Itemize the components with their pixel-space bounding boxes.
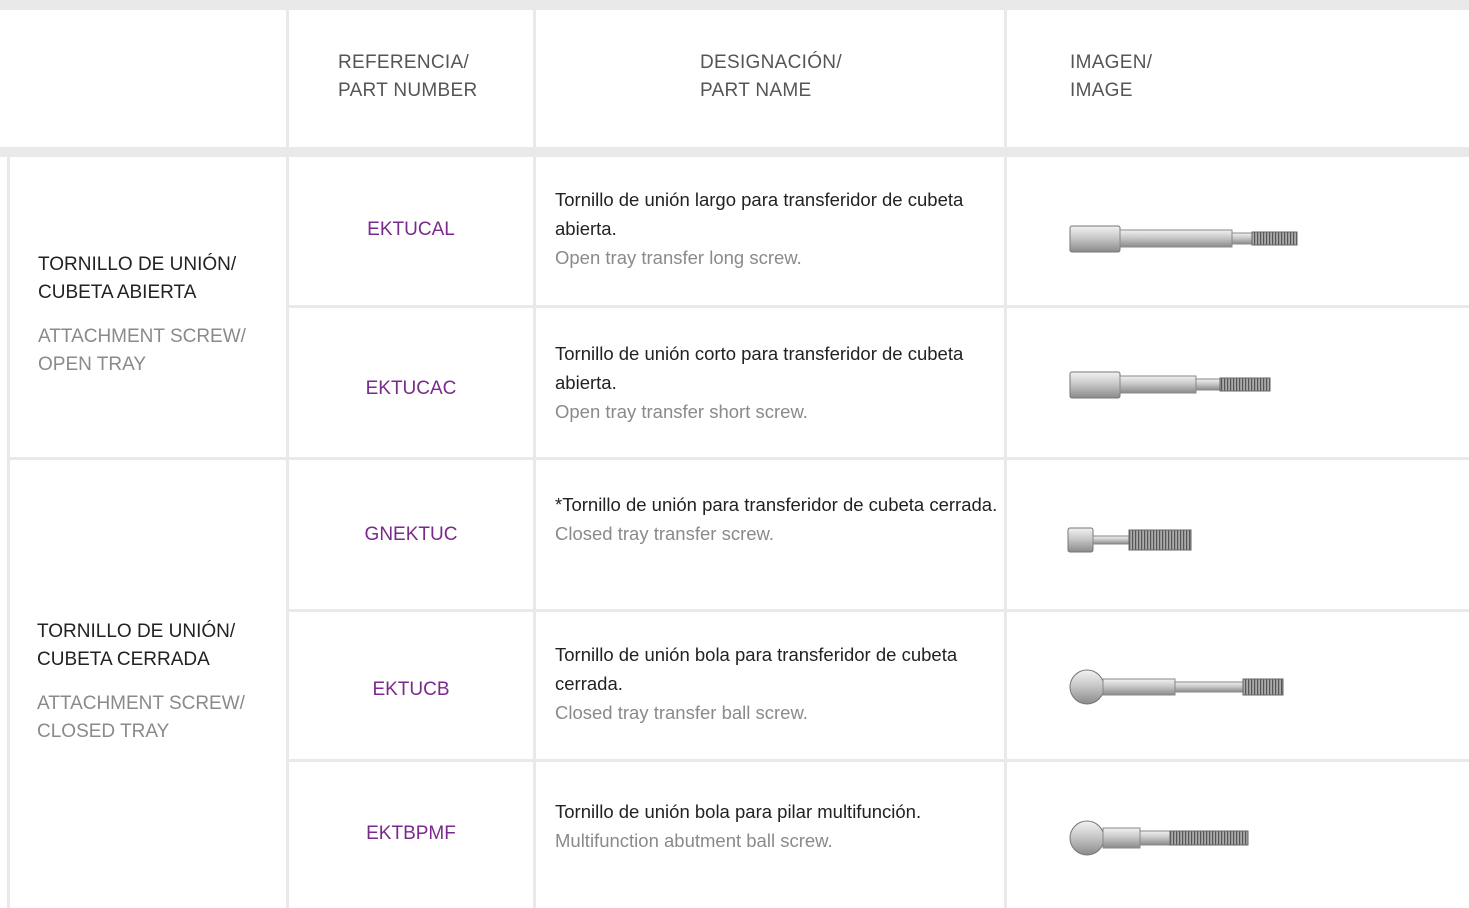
- part-name: Tornillo de unión largo para transferido…: [555, 185, 1000, 272]
- header-text: IMAGE: [1070, 80, 1133, 101]
- name-en: Multifunction abutment ball screw.: [555, 830, 833, 851]
- name-es: Tornillo de unión corto para transferido…: [555, 343, 964, 393]
- header-divider: [0, 147, 1469, 157]
- name-es: Tornillo de unión largo para transferido…: [555, 189, 964, 239]
- header-text: PART NAME: [700, 80, 812, 101]
- name-es: *Tornillo de unión para transferidor de …: [555, 494, 998, 515]
- name-en: Open tray transfer long screw.: [555, 247, 802, 268]
- header-text: PART NUMBER: [338, 80, 478, 101]
- part-name: Tornillo de unión bola para transferidor…: [555, 640, 1000, 727]
- header-text: IMAGEN/: [1070, 52, 1153, 73]
- name-en: Closed tray transfer ball screw.: [555, 702, 808, 723]
- header-cell: IMAGEN/IMAGE: [1070, 49, 1152, 105]
- top-band: [0, 0, 1469, 10]
- group-en: CLOSED TRAY: [37, 721, 170, 742]
- name-en: Open tray transfer short screw.: [555, 401, 808, 422]
- name-es: Tornillo de unión bola para pilar multif…: [555, 801, 922, 822]
- group-en: OPEN TRAY: [38, 354, 147, 375]
- group-es: CUBETA ABIERTA: [38, 282, 197, 303]
- header-cell: REFERENCIA/PART NUMBER: [338, 49, 478, 105]
- row-border: [289, 609, 1469, 612]
- group-en: ATTACHMENT SCREW/: [37, 693, 245, 714]
- screw-image: [1069, 371, 1271, 399]
- screw-image: [1069, 669, 1284, 705]
- part-name: Tornillo de unión corto para transferido…: [555, 339, 1000, 426]
- name-es: Tornillo de unión bola para transferidor…: [555, 644, 958, 694]
- left-border: [7, 157, 10, 908]
- part-number: EKTUCAC: [365, 378, 457, 399]
- header-text: REFERENCIA/: [338, 52, 470, 73]
- group-es: CUBETA CERRADA: [37, 649, 210, 670]
- header-cell: DESIGNACIÓN/PART NAME: [700, 49, 842, 105]
- part-number: GNEKTUC: [364, 524, 458, 545]
- group-label: TORNILLO DE UNIÓN/CUBETA CERRADA ATTACHM…: [37, 618, 245, 746]
- name-en: Closed tray transfer screw.: [555, 523, 774, 544]
- group-es: TORNILLO DE UNIÓN/: [38, 254, 237, 275]
- group-label: TORNILLO DE UNIÓN/CUBETA ABIERTA ATTACHM…: [38, 251, 246, 379]
- part-name: Tornillo de unión bola para pilar multif…: [555, 797, 1000, 855]
- part-name: *Tornillo de unión para transferidor de …: [555, 490, 1000, 548]
- part-number: EKTBPMF: [366, 823, 456, 844]
- part-number: EKTUCB: [372, 679, 450, 700]
- part-number: EKTUCAL: [367, 219, 455, 240]
- screw-image: [1069, 225, 1298, 253]
- header-text: DESIGNACIÓN/: [700, 52, 842, 73]
- screw-image: [1069, 820, 1249, 856]
- row-border: [289, 305, 1469, 308]
- group-es: TORNILLO DE UNIÓN/: [37, 621, 236, 642]
- row-border: [289, 759, 1469, 762]
- row-border: [10, 457, 1469, 460]
- screw-image: [1067, 527, 1192, 553]
- group-en: ATTACHMENT SCREW/: [38, 326, 246, 347]
